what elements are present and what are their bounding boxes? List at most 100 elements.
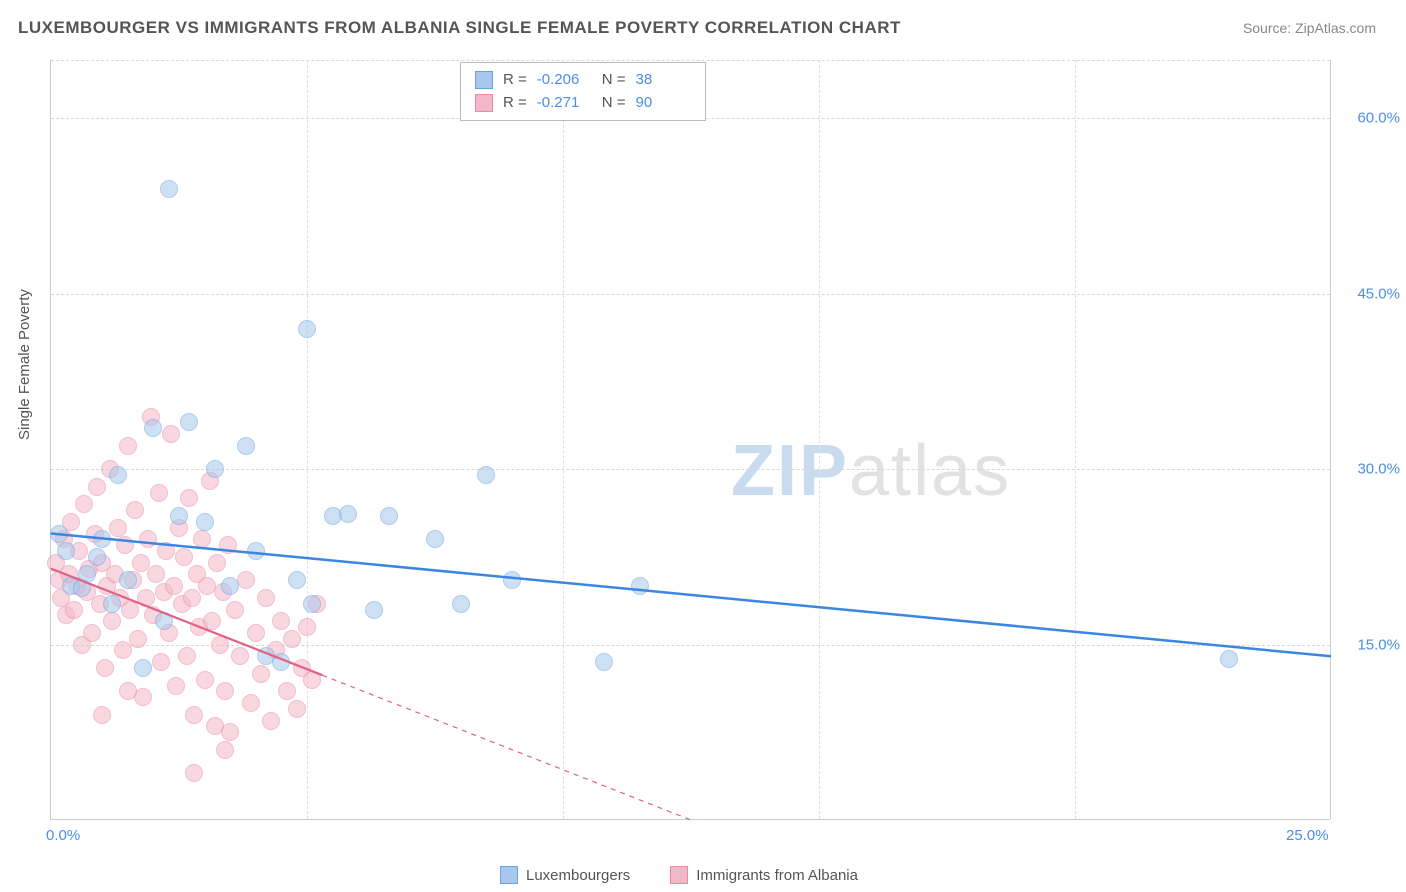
data-point-luxembourgers [78,565,96,583]
legend-swatch-albania [670,866,688,884]
data-point-luxembourgers [288,571,306,589]
legend-swatch-luxembourgers [500,866,518,884]
data-point-albania [134,688,152,706]
data-point-albania [109,519,127,537]
n-value-albania: 90 [636,92,691,115]
data-point-luxembourgers [221,577,239,595]
swatch-luxembourgers [475,71,493,89]
data-point-albania [178,647,196,665]
chart-title: LUXEMBOURGER VS IMMIGRANTS FROM ALBANIA … [18,18,901,38]
data-point-albania [219,536,237,554]
data-point-albania [119,437,137,455]
data-point-albania [272,612,290,630]
y-tick-label: 30.0% [1340,461,1400,478]
data-point-luxembourgers [1220,650,1238,668]
legend-item-albania: Immigrants from Albania [670,866,858,884]
data-point-luxembourgers [503,571,521,589]
data-point-luxembourgers [109,466,127,484]
data-point-albania [208,554,226,572]
data-point-albania [193,530,211,548]
data-point-albania [283,630,301,648]
data-point-luxembourgers [365,601,383,619]
data-point-albania [103,612,121,630]
data-point-luxembourgers [180,413,198,431]
data-point-albania [237,571,255,589]
data-point-albania [152,653,170,671]
y-gridline [51,294,1330,295]
y-tick-label: 45.0% [1340,285,1400,302]
data-point-luxembourgers [57,542,75,560]
y-gridline [51,60,1330,61]
r-value-albania: -0.271 [537,92,592,115]
data-point-albania [162,425,180,443]
n-label: N = [602,69,626,92]
data-point-albania [185,706,203,724]
data-point-luxembourgers [247,542,265,560]
data-point-albania [231,647,249,665]
data-point-albania [88,478,106,496]
data-point-albania [216,741,234,759]
trendline-albania-extrapolated [322,675,691,820]
data-point-albania [126,501,144,519]
data-point-albania [298,618,316,636]
data-point-albania [167,677,185,695]
y-axis-label: Single Female Poverty [16,289,33,440]
data-point-albania [116,536,134,554]
data-point-albania [65,601,83,619]
data-point-luxembourgers [93,530,111,548]
data-point-luxembourgers [160,180,178,198]
x-tick-label: 0.0% [46,827,80,844]
legend-label-luxembourgers: Luxembourgers [526,867,630,884]
data-point-luxembourgers [452,595,470,613]
data-point-luxembourgers [237,437,255,455]
data-point-albania [175,548,193,566]
legend-item-luxembourgers: Luxembourgers [500,866,630,884]
data-point-albania [114,641,132,659]
y-tick-label: 60.0% [1340,110,1400,127]
data-point-albania [303,671,321,689]
data-point-albania [83,624,101,642]
data-point-luxembourgers [206,460,224,478]
data-point-albania [221,723,239,741]
data-point-luxembourgers [119,571,137,589]
data-point-luxembourgers [380,507,398,525]
data-point-albania [196,671,214,689]
data-point-luxembourgers [631,577,649,595]
n-value-luxembourgers: 38 [636,69,691,92]
swatch-albania [475,94,493,112]
data-point-albania [257,589,275,607]
correlation-stats-box: R = -0.206 N = 38 R = -0.271 N = 90 [460,62,706,121]
stats-row-albania: R = -0.271 N = 90 [475,92,691,115]
y-tick-label: 15.0% [1340,636,1400,653]
r-label: R = [503,69,527,92]
data-point-albania [211,636,229,654]
data-point-albania [121,601,139,619]
data-point-albania [180,489,198,507]
data-point-luxembourgers [477,466,495,484]
data-point-albania [252,665,270,683]
data-point-albania [278,682,296,700]
x-gridline [1075,60,1076,819]
data-point-albania [185,764,203,782]
n-label: N = [602,92,626,115]
data-point-albania [157,542,175,560]
watermark-logo: ZIPatlas [731,430,1011,512]
data-point-albania [139,530,157,548]
data-point-luxembourgers [303,595,321,613]
y-gridline [51,645,1330,646]
data-point-luxembourgers [155,612,173,630]
data-point-albania [216,682,234,700]
data-point-luxembourgers [595,653,613,671]
data-point-albania [226,601,244,619]
x-gridline [563,60,564,819]
source-attribution: Source: ZipAtlas.com [1243,20,1376,36]
data-point-luxembourgers [298,320,316,338]
legend-label-albania: Immigrants from Albania [696,867,858,884]
data-point-luxembourgers [88,548,106,566]
legend: Luxembourgers Immigrants from Albania [500,866,858,884]
data-point-luxembourgers [134,659,152,677]
data-point-luxembourgers [144,419,162,437]
y-gridline [51,469,1330,470]
data-point-albania [288,700,306,718]
data-point-luxembourgers [426,530,444,548]
